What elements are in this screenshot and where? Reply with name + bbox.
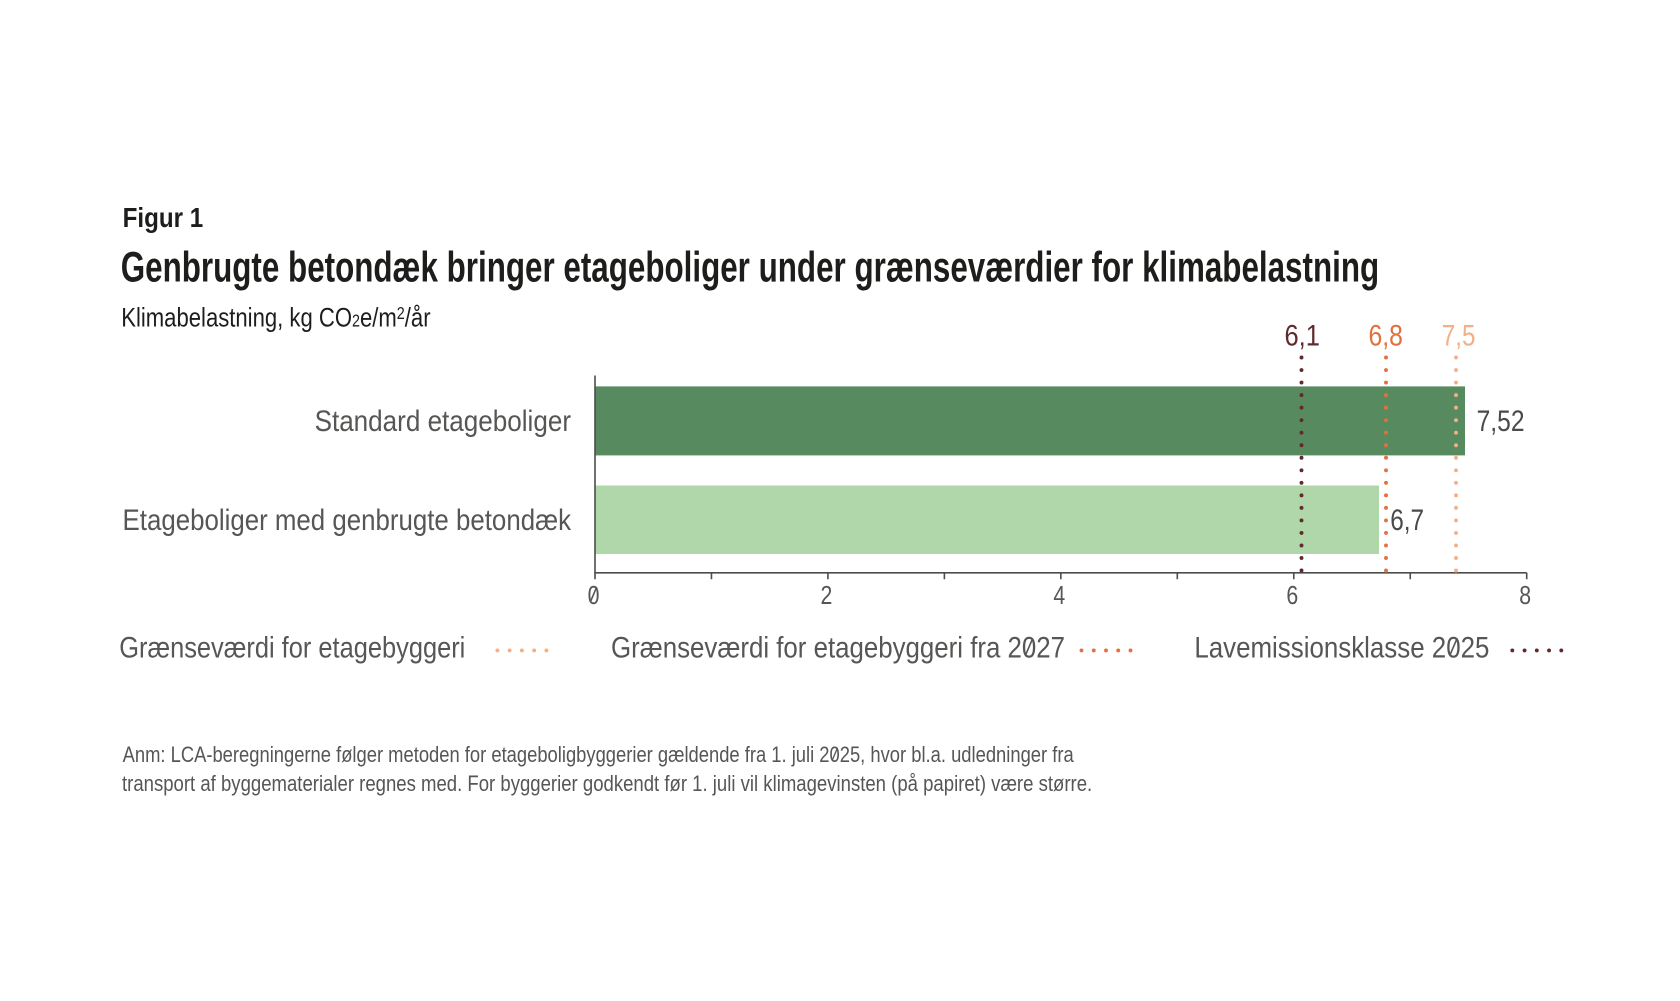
svg-text:8: 8 [1519, 581, 1531, 611]
svg-text:6: 6 [1286, 581, 1298, 611]
svg-text:4: 4 [1053, 581, 1065, 611]
svg-text:Anm: LCA-beregningerne følger: Anm: LCA-beregningerne følger metoden fo… [123, 744, 1075, 768]
svg-text:6,7: 6,7 [1390, 503, 1424, 537]
svg-text:6,1: 6,1 [1285, 319, 1320, 352]
svg-text:7,5: 7,5 [1442, 318, 1476, 352]
svg-text:7,52: 7,52 [1477, 404, 1525, 438]
svg-text:Lavemissionsklasse 2025: Lavemissionsklasse 2025 [1194, 631, 1489, 664]
svg-text:Grænseværdi for etagebyggeri f: Grænseværdi for etagebyggeri fra 2027 [611, 631, 1065, 664]
svg-text:Etageboliger med genbrugte bet: Etageboliger med genbrugte betondæk [123, 503, 572, 536]
svg-text:Genbrugte betondæk bringer eta: Genbrugte betondæk bringer etageboliger … [121, 243, 1379, 291]
svg-text:Standard etageboliger: Standard etageboliger [315, 404, 571, 437]
svg-text:Figur 1: Figur 1 [123, 201, 204, 233]
svg-text:Klimabelastning, kg CO2e/m2/år: Klimabelastning, kg CO2e/m2/år [121, 304, 430, 334]
svg-text:6,8: 6,8 [1369, 318, 1403, 352]
svg-text:2: 2 [820, 581, 832, 611]
svg-text:transport af byggematerialer r: transport af byggematerialer regnes med.… [122, 773, 1092, 797]
svg-text:Grænseværdi for etagebyggeri: Grænseværdi for etagebyggeri [119, 631, 465, 664]
